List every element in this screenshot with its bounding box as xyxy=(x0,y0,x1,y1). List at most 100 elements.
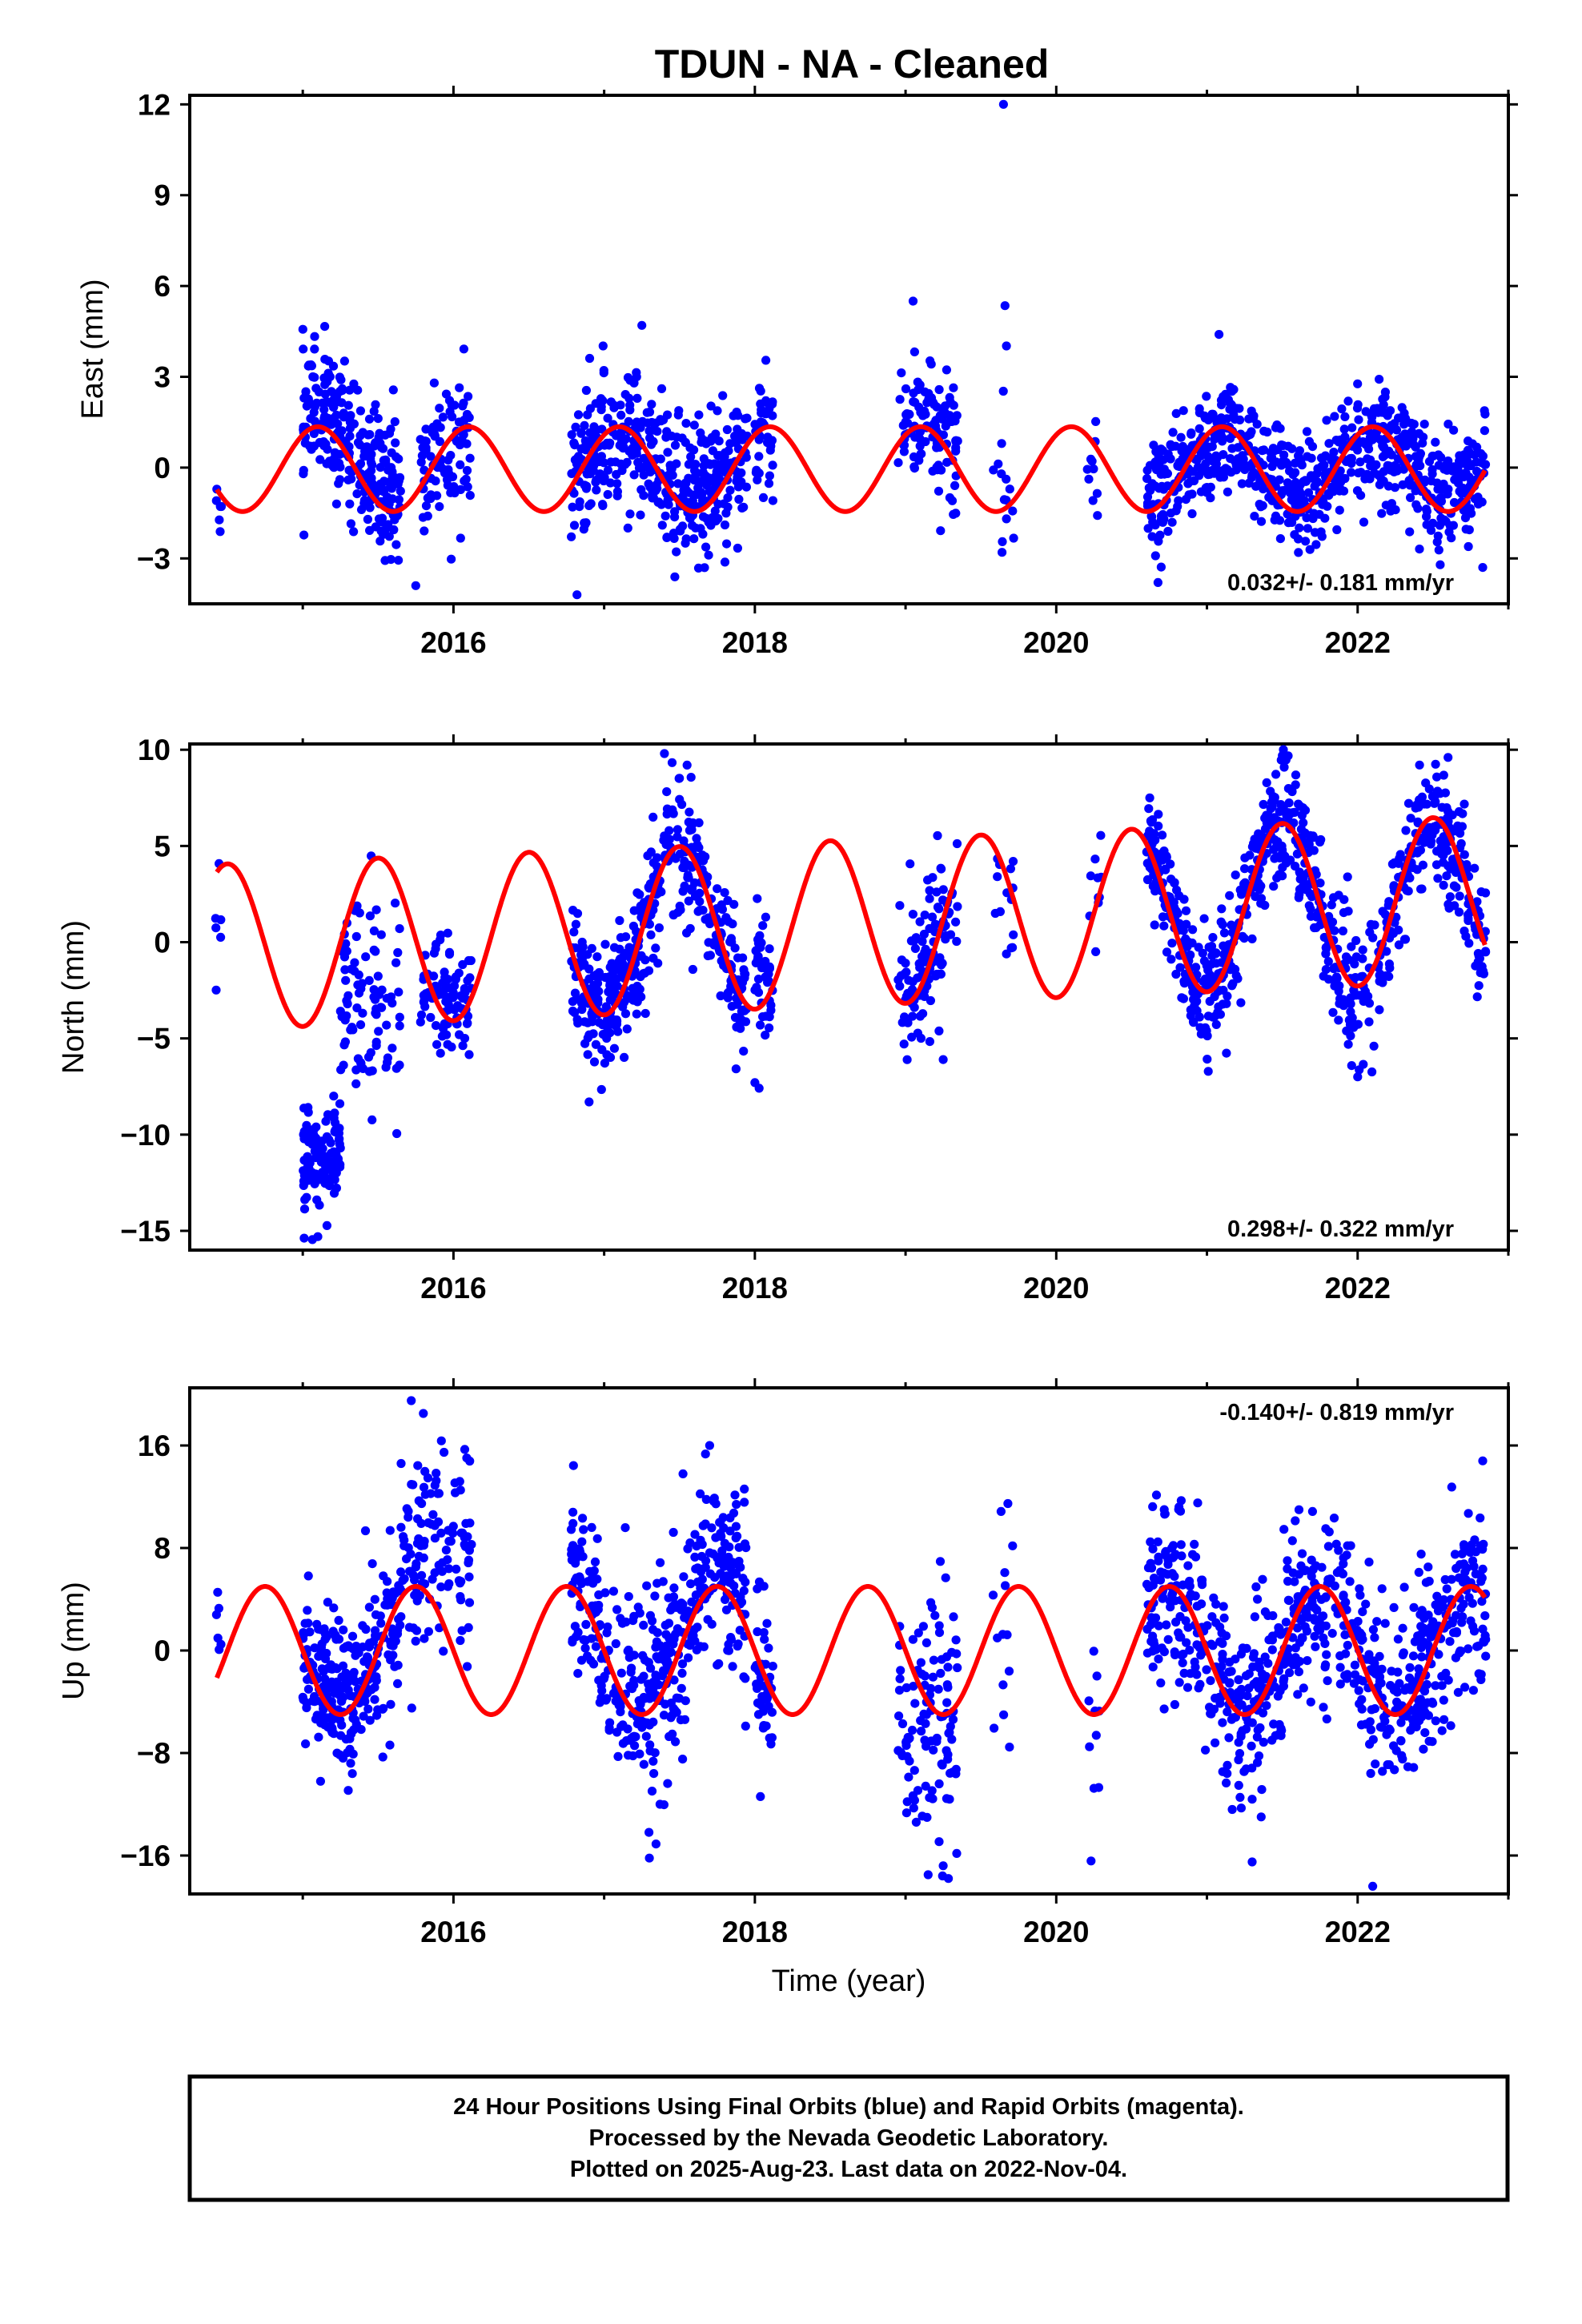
data-point xyxy=(1216,429,1226,440)
data-point xyxy=(739,1672,749,1682)
data-point xyxy=(216,1639,226,1649)
data-point xyxy=(904,1772,913,1782)
data-point xyxy=(1464,436,1473,446)
data-point xyxy=(1297,810,1307,820)
data-point xyxy=(1364,1558,1374,1567)
data-point xyxy=(937,864,946,874)
data-point xyxy=(694,842,704,853)
data-point xyxy=(681,538,690,548)
data-point xyxy=(718,391,728,400)
data-point xyxy=(1179,1668,1189,1678)
data-point xyxy=(1322,1714,1331,1724)
data-point xyxy=(1456,459,1466,468)
data-point xyxy=(1462,1563,1472,1573)
data-point xyxy=(391,540,401,549)
data-point xyxy=(990,1723,999,1733)
data-point xyxy=(1379,400,1388,410)
data-point xyxy=(1451,1653,1460,1663)
data-point xyxy=(647,1787,657,1796)
data-point xyxy=(592,1534,602,1543)
data-point xyxy=(1223,1707,1232,1717)
data-point xyxy=(1178,994,1188,1003)
data-point xyxy=(1235,415,1245,425)
data-point xyxy=(1154,458,1164,468)
data-point xyxy=(623,523,632,533)
data-point xyxy=(1471,961,1480,971)
data-point xyxy=(436,931,446,940)
data-point xyxy=(947,415,957,424)
data-point xyxy=(458,1041,468,1051)
data-point xyxy=(598,1020,608,1030)
data-point xyxy=(319,404,329,414)
data-point xyxy=(363,1052,374,1062)
data-point xyxy=(1214,1002,1223,1011)
data-point xyxy=(1092,489,1102,498)
data-point xyxy=(910,943,920,953)
data-point xyxy=(724,1646,734,1655)
data-point xyxy=(645,1746,655,1755)
data-point xyxy=(323,368,333,378)
data-point xyxy=(936,1668,946,1679)
data-point xyxy=(652,1628,662,1638)
data-point xyxy=(1006,864,1015,874)
data-point xyxy=(731,1533,741,1542)
panel-north-seasonal-fit-line xyxy=(215,814,1488,1029)
data-point xyxy=(1278,750,1287,761)
data-point xyxy=(733,411,743,420)
data-point xyxy=(358,1008,367,1018)
data-point xyxy=(697,850,707,860)
data-point xyxy=(1447,1482,1456,1492)
data-point xyxy=(899,447,909,456)
data-point xyxy=(895,395,905,404)
data-point xyxy=(340,1037,350,1047)
data-point xyxy=(724,1556,733,1566)
data-point xyxy=(1335,466,1345,476)
data-point xyxy=(387,467,397,476)
data-point xyxy=(447,1042,456,1051)
data-point xyxy=(434,1489,444,1498)
data-point xyxy=(456,533,465,543)
data-point xyxy=(670,440,681,450)
data-point xyxy=(584,1030,594,1039)
data-point xyxy=(1478,563,1488,573)
data-point xyxy=(1350,1660,1359,1670)
data-point xyxy=(344,442,354,452)
data-point xyxy=(1357,1704,1367,1714)
data-point xyxy=(1353,445,1363,455)
data-point xyxy=(1326,1574,1335,1584)
data-point xyxy=(751,468,761,477)
data-point xyxy=(632,997,642,1007)
data-point xyxy=(696,428,705,438)
data-point xyxy=(739,502,749,512)
data-point xyxy=(1319,971,1328,981)
data-point xyxy=(364,1067,374,1076)
data-point xyxy=(416,1010,427,1019)
data-point xyxy=(766,1739,776,1749)
data-point xyxy=(465,1518,475,1528)
data-point xyxy=(1262,818,1271,827)
data-point xyxy=(1145,793,1154,802)
data-point xyxy=(429,948,440,958)
data-point xyxy=(1291,1656,1301,1666)
data-point xyxy=(1226,454,1235,464)
data-point xyxy=(720,888,729,898)
data-point xyxy=(1477,1597,1487,1606)
data-point xyxy=(1455,891,1464,901)
data-point xyxy=(299,1233,309,1243)
data-point xyxy=(1409,1602,1419,1612)
y-tick-label: 3 xyxy=(154,361,171,394)
data-point xyxy=(934,486,944,496)
data-point xyxy=(1439,1715,1449,1724)
data-point xyxy=(951,917,961,927)
data-point xyxy=(654,497,664,507)
data-point xyxy=(1419,832,1429,842)
data-point xyxy=(583,1651,592,1661)
data-point xyxy=(366,454,375,464)
data-point xyxy=(681,419,691,428)
data-point xyxy=(355,1020,366,1030)
data-point xyxy=(391,899,400,908)
data-point xyxy=(685,513,695,523)
data-point xyxy=(1148,1502,1158,1511)
data-point xyxy=(1090,854,1100,864)
